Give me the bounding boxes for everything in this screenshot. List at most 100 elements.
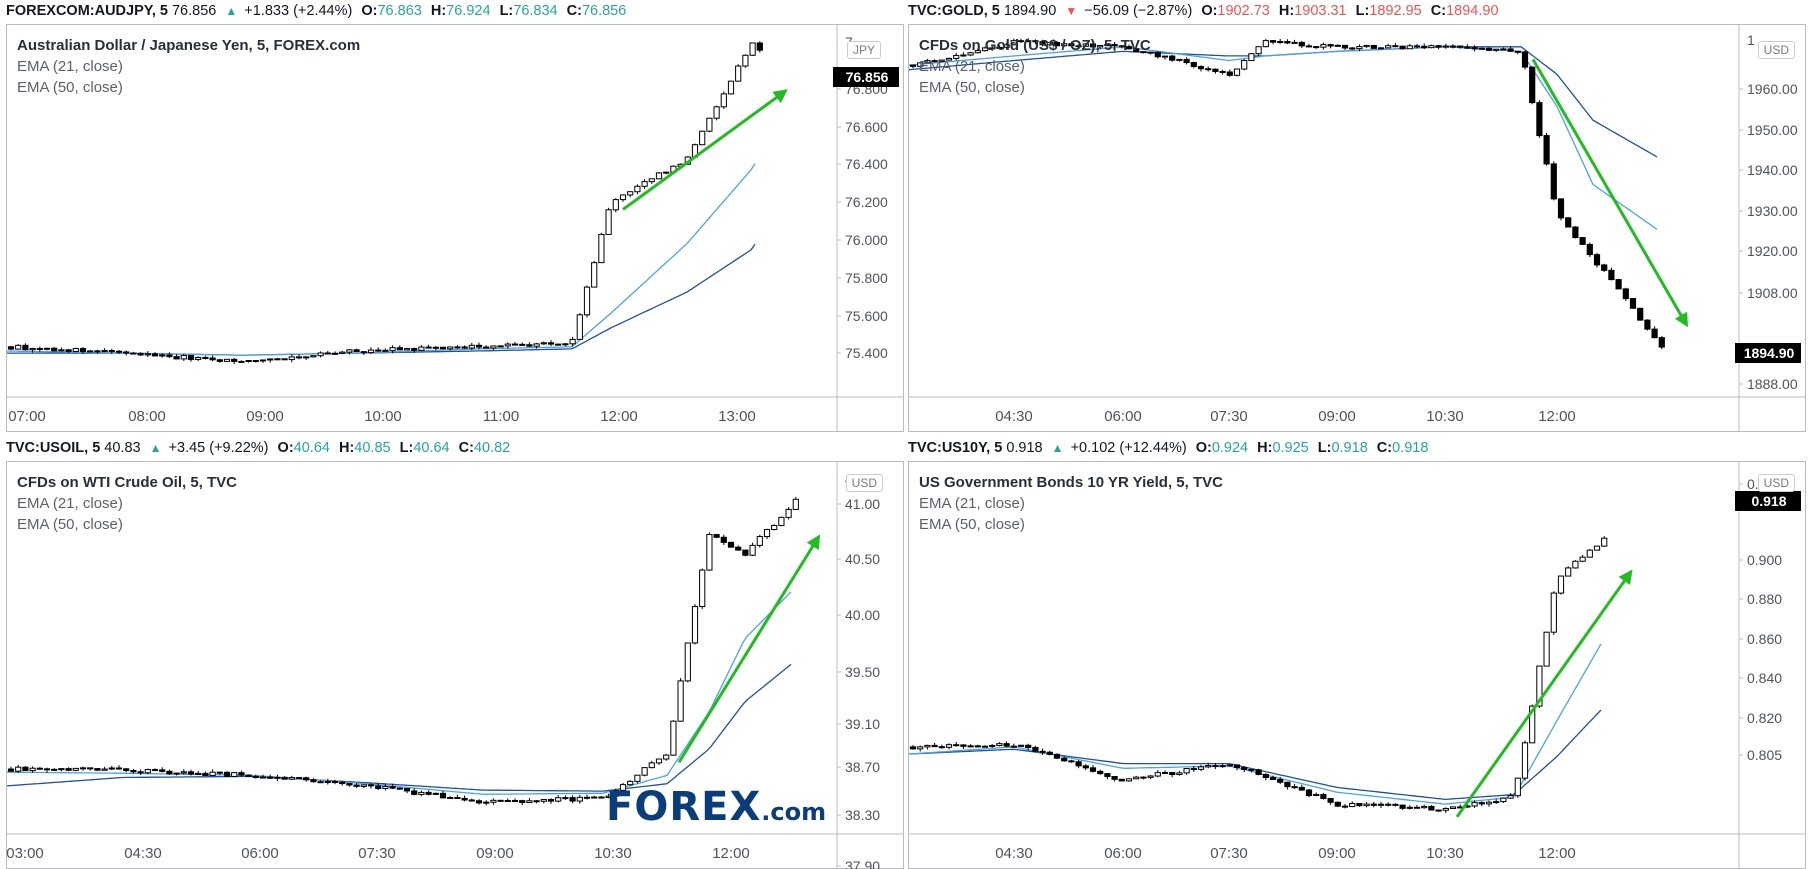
y-tick-label: 0.840 bbox=[1747, 670, 1782, 686]
candle bbox=[749, 542, 756, 557]
trend-arrow-head bbox=[806, 534, 821, 550]
candle-body bbox=[1197, 66, 1205, 70]
chart-frame-us10y[interactable]: 0.9400.9000.8800.8600.8400.8200.80504:30… bbox=[908, 461, 1806, 869]
candle-body bbox=[1284, 781, 1291, 788]
candle-body bbox=[1428, 805, 1435, 811]
candle bbox=[1176, 58, 1183, 62]
candle-body bbox=[1017, 40, 1025, 43]
candle bbox=[555, 343, 562, 346]
candle-body bbox=[1161, 771, 1169, 774]
currency-badge[interactable]: USD bbox=[845, 474, 883, 492]
candle bbox=[22, 343, 29, 351]
candle bbox=[439, 790, 447, 799]
candle bbox=[562, 343, 569, 347]
candle bbox=[475, 799, 483, 805]
candle bbox=[223, 771, 231, 778]
candle-body bbox=[1529, 705, 1536, 744]
candle-body bbox=[1637, 307, 1644, 321]
candle-body bbox=[1046, 751, 1053, 755]
candle-body bbox=[996, 46, 1003, 49]
up-arrow-icon: ▲ bbox=[225, 4, 238, 18]
candle bbox=[1046, 750, 1053, 756]
candle bbox=[1053, 753, 1061, 760]
currency-badge[interactable]: USD bbox=[1757, 474, 1795, 492]
close-value: 0.918 bbox=[1392, 440, 1429, 456]
chart-title: CFDs on Gold (US$ / OZ), 5, TVC bbox=[919, 37, 1151, 54]
candle bbox=[1421, 804, 1428, 809]
candle bbox=[209, 769, 216, 777]
x-tick-label: 07:30 bbox=[1210, 845, 1248, 862]
y-tick-label: 76.600 bbox=[845, 119, 888, 135]
candle bbox=[346, 783, 353, 787]
candle-body bbox=[727, 541, 735, 548]
candle-body bbox=[598, 796, 605, 799]
candle bbox=[1154, 769, 1161, 778]
candle bbox=[72, 347, 79, 353]
candle-body bbox=[945, 744, 953, 748]
candle-body bbox=[960, 54, 967, 57]
candle-body bbox=[1032, 40, 1039, 43]
candle bbox=[598, 232, 605, 264]
candle-body bbox=[1471, 47, 1478, 50]
candle-body bbox=[1428, 45, 1435, 49]
candle-body bbox=[1046, 41, 1053, 46]
candle bbox=[367, 783, 375, 789]
candle-body bbox=[317, 352, 324, 357]
candle bbox=[403, 787, 411, 794]
up-arrow-icon: ▲ bbox=[149, 441, 162, 455]
candle-body bbox=[454, 797, 461, 800]
candle-body bbox=[490, 345, 497, 349]
candle bbox=[627, 780, 634, 786]
close-value: 40.82 bbox=[473, 440, 511, 456]
candle-body bbox=[231, 772, 238, 777]
candle-body bbox=[1349, 47, 1356, 50]
candle-body bbox=[346, 349, 353, 353]
candle bbox=[231, 358, 238, 365]
candle bbox=[1507, 793, 1514, 800]
candle-body bbox=[195, 356, 202, 360]
candle-body bbox=[1169, 55, 1176, 61]
chart-svg-audjpy: 76.80076.60076.40076.20076.00075.80075.6… bbox=[6, 25, 903, 431]
candle-body bbox=[403, 787, 411, 792]
candle-body bbox=[1176, 58, 1183, 61]
candle bbox=[411, 347, 418, 353]
candle bbox=[1269, 39, 1277, 45]
low-value: 1892.95 bbox=[1369, 3, 1422, 19]
candle bbox=[418, 790, 425, 797]
candle bbox=[547, 340, 555, 346]
candle bbox=[1089, 42, 1097, 49]
candle bbox=[281, 776, 288, 780]
candle bbox=[389, 783, 396, 790]
chart-frame-gold[interactable]: 1960.00 1950.00 1940.00 1930.00 1920.00 1908.… bbox=[908, 24, 1806, 432]
candle bbox=[187, 769, 195, 776]
ema21-line bbox=[908, 643, 1602, 805]
candle bbox=[1521, 50, 1529, 70]
candle bbox=[1557, 198, 1565, 221]
currency-badge[interactable]: JPY bbox=[846, 41, 881, 59]
candle bbox=[713, 534, 720, 539]
candle bbox=[981, 46, 989, 52]
candle bbox=[216, 358, 223, 363]
candle-body bbox=[159, 354, 166, 357]
candle bbox=[605, 793, 612, 799]
ema50-label: EMA (50, close) bbox=[919, 79, 1025, 96]
candle bbox=[1428, 805, 1435, 811]
candle-body bbox=[130, 352, 137, 355]
candle-body bbox=[1579, 237, 1586, 245]
chart-frame-audjpy[interactable]: 76.800 76.600 76.400 76.200 76.000 75.800 75.6… bbox=[6, 24, 904, 432]
candle bbox=[1327, 43, 1334, 49]
chart-frame-usoil[interactable]: 41.00 40.50 40.00 39.50 39.10 38.70 38.30 37.90… bbox=[6, 461, 904, 869]
candle-body bbox=[699, 569, 706, 608]
candle bbox=[447, 795, 454, 800]
currency-badge[interactable]: USD bbox=[1757, 41, 1795, 59]
candle-body bbox=[1536, 665, 1543, 707]
candle bbox=[1349, 801, 1356, 808]
candle-body bbox=[281, 358, 288, 361]
candle-body bbox=[1068, 760, 1075, 763]
candle-body bbox=[974, 745, 981, 748]
candle-body bbox=[303, 356, 310, 359]
candle-body bbox=[996, 743, 1003, 746]
candle-body bbox=[749, 544, 756, 556]
candle-body bbox=[267, 358, 274, 361]
candle-body bbox=[281, 776, 288, 780]
